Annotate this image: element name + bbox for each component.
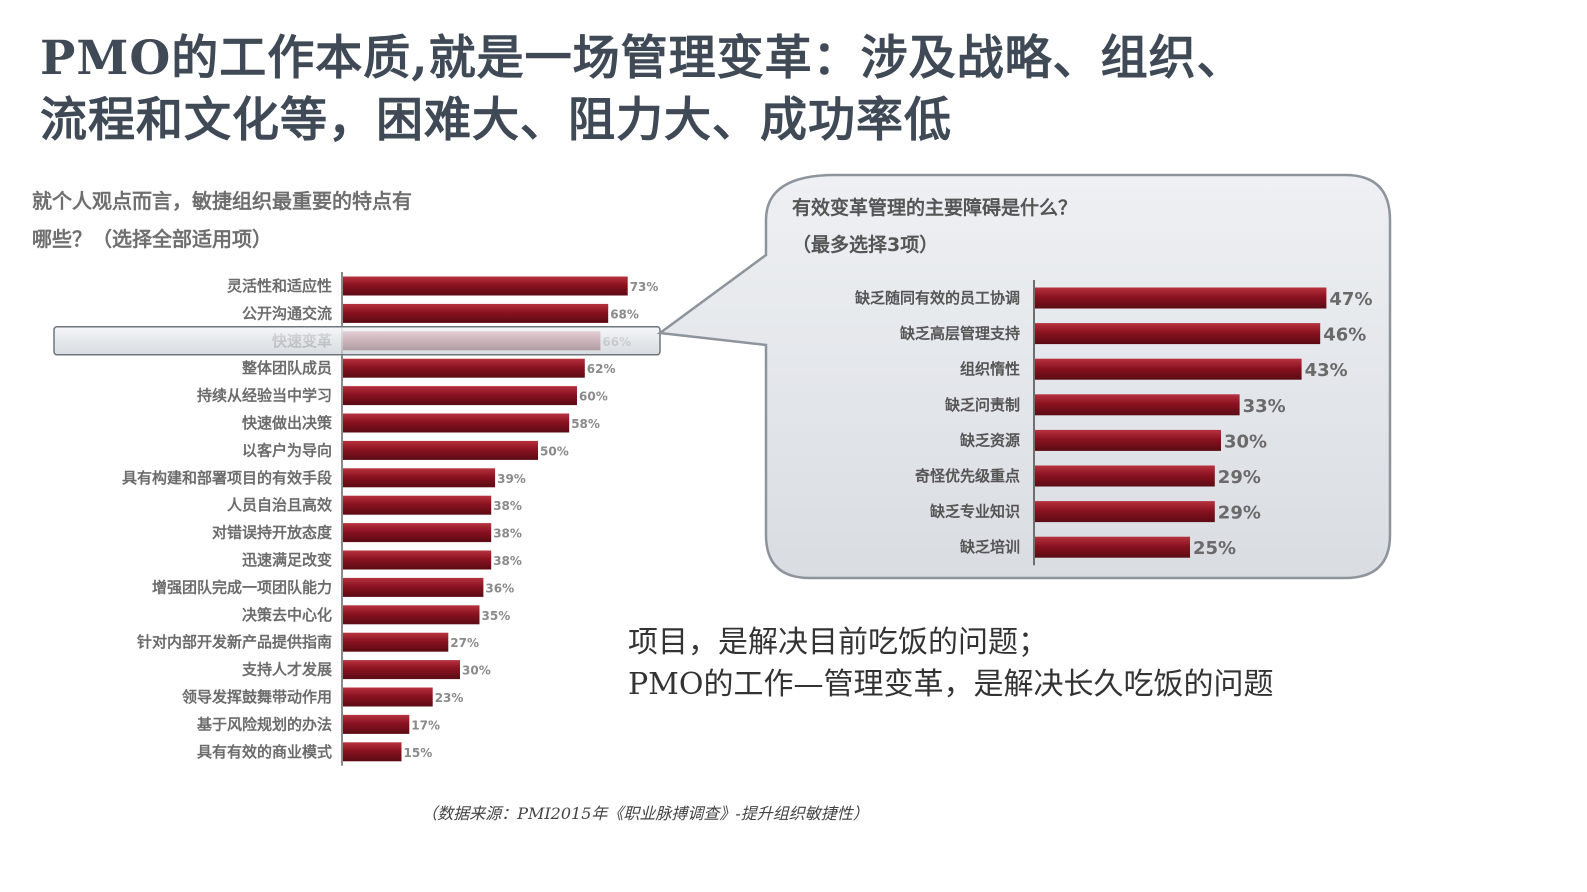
page-title: PMO的工作本质,就是一场管理变革：涉及战略、组织、 流程和文化等，困难大、阻力…: [40, 28, 1520, 152]
right-category-label: 缺乏培训: [959, 538, 1020, 556]
left-category-label: 针对内部开发新产品提供指南: [137, 633, 332, 651]
left-category-label: 对错误持开放态度: [212, 524, 333, 542]
left-bar: [343, 714, 410, 734]
left-category-label: 人员自治且高效: [227, 496, 333, 514]
left-value-label: 39%: [497, 472, 526, 486]
left-value-label: 68%: [610, 307, 639, 321]
left-category-label: 持续从经验当中学习: [197, 387, 332, 405]
page-title-line-2: 流程和文化等，困难大、阻力大、成功率低: [40, 93, 952, 148]
left-value-label: 58%: [571, 417, 600, 431]
left-value-label: 30%: [462, 664, 491, 678]
commentary-line-2: PMO的工作—管理变革，是解决长久吃饭的问题: [628, 667, 1274, 702]
right-bar-chart: 缺乏随同有效的员工协调 47% 缺乏高层管理支持 46% 组织惰性 43% 缺乏问责制 33%…: [854, 280, 1372, 566]
left-bar: [343, 605, 480, 625]
right-category-label: 奇怪优先级重点: [915, 467, 1020, 485]
data-source: （数据来源：PMI2015年《职业脉搏调查》-提升组织敏捷性）: [421, 804, 869, 823]
right-value-label: 33%: [1243, 396, 1286, 417]
left-value-label: 36%: [485, 581, 514, 595]
left-bar: [343, 386, 577, 406]
left-value-label: 15%: [404, 746, 433, 760]
right-bar: [1035, 429, 1221, 451]
left-bar: [343, 742, 402, 762]
left-category-label: 快速做出决策: [242, 414, 333, 432]
left-bar: [343, 358, 585, 378]
right-value-label: 47%: [1329, 289, 1372, 310]
left-category-label: 整体团队成员: [242, 359, 332, 377]
left-value-label: 23%: [435, 691, 464, 705]
left-bar: [343, 687, 433, 707]
left-bar: [343, 632, 449, 652]
left-category-label: 公开沟通交流: [242, 304, 332, 322]
right-value-label: 29%: [1218, 467, 1261, 488]
right-bar: [1035, 394, 1240, 416]
left-bar: [343, 303, 609, 323]
left-value-label: 60%: [579, 390, 608, 404]
right-value-label: 25%: [1193, 538, 1236, 559]
left-category-label: 迅速满足改变: [242, 551, 332, 569]
right-value-label: 43%: [1305, 360, 1348, 381]
left-category-label: 以客户为导向: [242, 441, 332, 459]
left-value-label: 50%: [540, 444, 569, 458]
right-bar: [1035, 287, 1327, 309]
left-bar: [343, 523, 492, 543]
left-category-label: 增强团队完成一项团队能力: [152, 578, 332, 596]
right-bar: [1035, 465, 1215, 487]
left-bar: [343, 577, 484, 597]
page-title-line-1: PMO的工作本质,就是一场管理变革：涉及战略、组织、: [40, 31, 1245, 86]
left-category-label: 具有有效的商业模式: [197, 743, 332, 761]
left-value-label: 38%: [493, 554, 522, 568]
right-category-label: 组织惰性: [960, 360, 1020, 378]
left-bar: [343, 440, 538, 460]
right-category-label: 缺乏资源: [959, 431, 1020, 449]
left-category-label: 决策去中心化: [242, 606, 332, 624]
left-category-label: 灵活性和适应性: [227, 277, 332, 295]
left-bar: [343, 660, 460, 680]
left-category-label: 支持人才发展: [241, 661, 332, 679]
highlight-box: [53, 326, 661, 356]
left-value-label: 62%: [587, 362, 616, 376]
right-bar: [1035, 358, 1302, 380]
left-value-label: 38%: [493, 499, 522, 513]
right-chart-title-line-2: （最多选择3项）: [792, 233, 938, 256]
right-category-label: 缺乏高层管理支持: [899, 325, 1020, 343]
left-bar: [343, 550, 492, 570]
commentary-note: 项目，是解决目前吃饭的问题； PMO的工作—管理变革，是解决长久吃饭的问题: [628, 622, 1274, 706]
left-bar: [343, 413, 570, 433]
left-bar-chart: 灵活性和适应性73%公开沟通交流68%快速变革66%整体团队成员62%持续从经验…: [53, 272, 661, 766]
right-value-label: 30%: [1224, 431, 1267, 452]
right-bar: [1035, 501, 1215, 523]
left-category-label: 具有构建和部署项目的有效手段: [122, 469, 332, 487]
left-value-label: 38%: [493, 527, 522, 541]
right-category-label: 缺乏专业知识: [929, 503, 1020, 521]
right-category-label: 缺乏随同有效的员工协调: [854, 289, 1020, 307]
right-value-label: 29%: [1218, 503, 1261, 524]
left-value-label: 17%: [411, 718, 440, 732]
left-value-label: 27%: [450, 636, 479, 650]
right-bar: [1035, 323, 1321, 345]
left-chart-title-line-1: 就个人观点而言，敏捷组织最重要的特点有: [32, 189, 412, 213]
left-value-label: 35%: [482, 609, 511, 623]
left-value-label: 73%: [630, 280, 659, 294]
right-bar: [1035, 536, 1190, 558]
right-value-label: 46%: [1323, 325, 1366, 346]
right-category-label: 缺乏问责制: [944, 396, 1020, 414]
left-category-label: 领导发挥鼓舞带动作用: [181, 688, 332, 706]
commentary-line-1: 项目，是解决目前吃饭的问题；: [628, 625, 1048, 660]
left-bar: [343, 276, 628, 296]
right-chart-title-line-1: 有效变革管理的主要障碍是什么？: [792, 196, 1077, 219]
left-category-label: 基于风险规划的办法: [196, 715, 332, 733]
left-bar: [343, 468, 496, 488]
left-bar: [343, 495, 492, 515]
left-chart-title-line-2: 哪些？（选择全部适用项）: [32, 227, 272, 251]
